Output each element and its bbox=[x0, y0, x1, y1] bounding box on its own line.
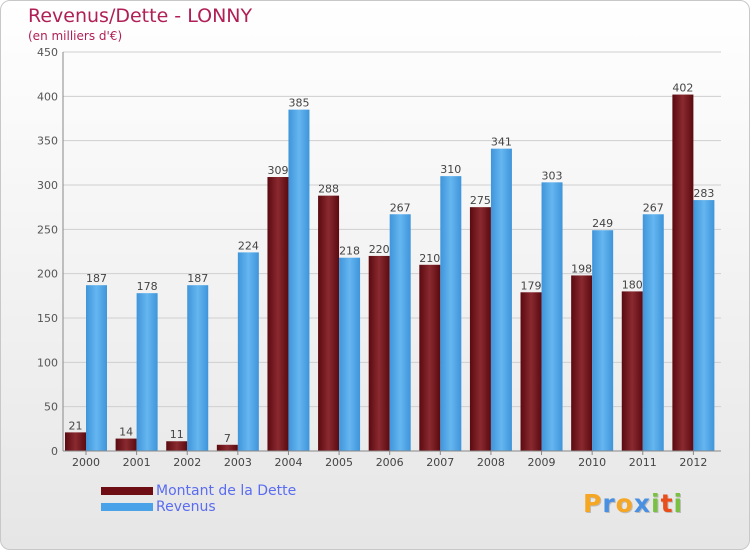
logo-letter: r bbox=[602, 489, 616, 518]
bar-debt bbox=[267, 177, 289, 451]
bar-revenue bbox=[389, 214, 411, 451]
legend-label-debt: Montant de la Dette bbox=[156, 483, 297, 499]
data-label-revenue: 218 bbox=[339, 245, 360, 258]
bar-debt bbox=[65, 432, 86, 451]
data-label-debt: 220 bbox=[369, 243, 390, 256]
data-label-debt: 210 bbox=[419, 252, 440, 265]
data-label-debt: 11 bbox=[170, 428, 184, 441]
proxiti-logo: Proxiti bbox=[583, 489, 683, 518]
x-tick-label: 2001 bbox=[123, 456, 151, 469]
x-tick-label: 2012 bbox=[679, 456, 707, 469]
bar-revenue bbox=[187, 285, 209, 451]
data-label-debt: 288 bbox=[318, 183, 339, 196]
data-label-debt: 275 bbox=[470, 194, 491, 207]
x-tick-label: 2009 bbox=[528, 456, 556, 469]
y-tick-label: 350 bbox=[37, 135, 58, 148]
bar-revenue bbox=[288, 109, 310, 451]
x-tick-label: 2010 bbox=[578, 456, 606, 469]
data-label-revenue: 303 bbox=[542, 169, 563, 182]
data-label-revenue: 178 bbox=[137, 280, 158, 293]
data-label-revenue: 224 bbox=[238, 239, 259, 252]
logo-letter: i bbox=[651, 489, 661, 518]
legend-swatch-debt bbox=[101, 487, 153, 495]
y-tick-label: 450 bbox=[37, 46, 58, 59]
y-tick-label: 250 bbox=[37, 223, 58, 236]
data-label-revenue: 341 bbox=[491, 136, 512, 149]
data-label-debt: 198 bbox=[571, 262, 592, 275]
bar-revenue bbox=[592, 230, 614, 451]
x-tick-label: 2002 bbox=[173, 456, 201, 469]
data-label-revenue: 283 bbox=[693, 187, 714, 200]
legend-swatch-revenue bbox=[101, 503, 153, 511]
bar-debt bbox=[520, 292, 542, 451]
data-label-debt: 309 bbox=[267, 164, 288, 177]
logo-letter: o bbox=[615, 489, 634, 518]
logo-letter: i bbox=[673, 489, 684, 518]
x-tick-label: 2007 bbox=[426, 456, 454, 469]
logo-letter: x bbox=[633, 489, 651, 518]
data-label-debt: 180 bbox=[622, 278, 643, 291]
bar-revenue bbox=[136, 293, 158, 451]
data-label-revenue: 267 bbox=[390, 201, 411, 214]
y-tick-label: 150 bbox=[37, 312, 58, 325]
data-label-debt: 14 bbox=[119, 426, 133, 439]
bar-revenue bbox=[642, 214, 664, 451]
x-tick-label: 2011 bbox=[629, 456, 657, 469]
x-tick-label: 2003 bbox=[224, 456, 252, 469]
bar-debt bbox=[216, 444, 238, 451]
x-tick-label: 2005 bbox=[325, 456, 353, 469]
x-tick-label: 2008 bbox=[477, 456, 505, 469]
bar-debt bbox=[469, 207, 491, 451]
x-tick-label: 2000 bbox=[72, 456, 100, 469]
bar-debt bbox=[368, 255, 390, 451]
bar-debt bbox=[621, 291, 643, 451]
data-label-revenue: 385 bbox=[288, 97, 309, 110]
data-label-revenue: 267 bbox=[643, 201, 664, 214]
data-label-revenue: 249 bbox=[592, 217, 613, 230]
bar-revenue bbox=[86, 285, 107, 451]
bar-revenue bbox=[440, 176, 462, 451]
data-label-revenue: 187 bbox=[86, 272, 107, 285]
y-tick-label: 400 bbox=[37, 90, 58, 103]
y-tick-label: 300 bbox=[37, 179, 58, 192]
y-tick-label: 100 bbox=[37, 356, 58, 369]
data-label-revenue: 187 bbox=[187, 272, 208, 285]
bar-revenue bbox=[237, 252, 259, 451]
chart-title: Revenus/Dette - LONNY bbox=[28, 5, 253, 27]
bar-debt bbox=[115, 438, 137, 451]
chart-subtitle: (en milliers d'€) bbox=[28, 29, 123, 43]
bar-revenue bbox=[541, 182, 563, 451]
y-tick-label: 200 bbox=[37, 268, 58, 281]
y-tick-label: 0 bbox=[51, 445, 58, 458]
data-label-revenue: 310 bbox=[440, 163, 461, 176]
bar-revenue bbox=[693, 200, 715, 451]
x-tick-label: 2006 bbox=[376, 456, 404, 469]
data-label-debt: 179 bbox=[521, 279, 542, 292]
bar-debt bbox=[672, 94, 694, 451]
legend-label-revenue: Revenus bbox=[156, 499, 216, 515]
logo-letter: P bbox=[583, 489, 603, 518]
bar-revenue bbox=[339, 257, 361, 451]
logo-letter: t bbox=[660, 489, 674, 518]
bar-debt bbox=[571, 275, 593, 451]
y-tick-label: 50 bbox=[44, 401, 58, 414]
bar-revenue bbox=[490, 148, 512, 451]
data-label-debt: 402 bbox=[672, 82, 693, 95]
bar-debt bbox=[318, 195, 340, 451]
bar-debt bbox=[166, 441, 188, 451]
data-label-debt: 7 bbox=[224, 432, 231, 445]
bar-debt bbox=[419, 264, 441, 451]
data-label-debt: 21 bbox=[69, 419, 83, 432]
x-tick-label: 2004 bbox=[274, 456, 302, 469]
